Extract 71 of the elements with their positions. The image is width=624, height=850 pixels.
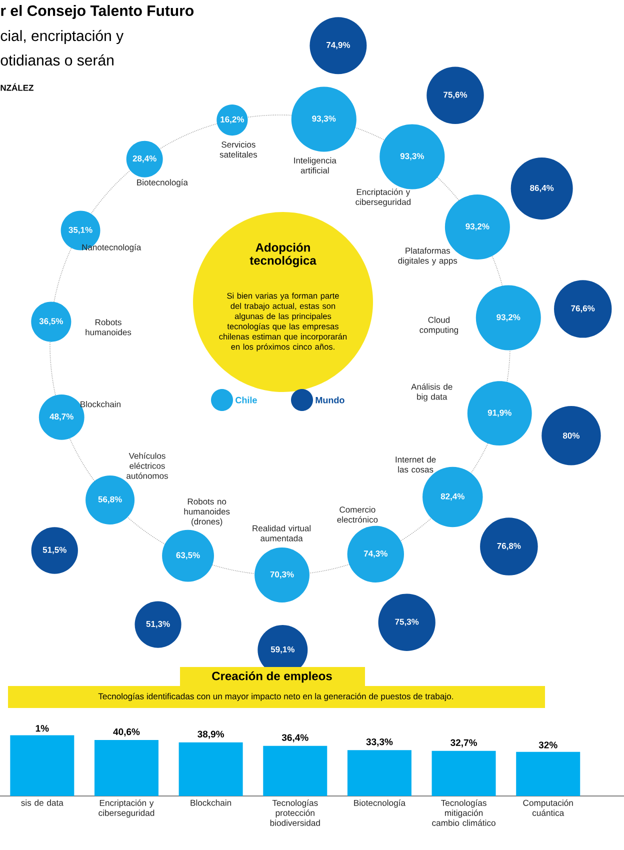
data-label: 28,4% bbox=[132, 155, 156, 163]
data-label: 93,2% bbox=[466, 223, 490, 231]
category-label: Servicios satelitales bbox=[220, 141, 258, 158]
text: otidianas o serán bbox=[0, 54, 114, 66]
data-label: 91,9% bbox=[488, 410, 512, 417]
bar bbox=[263, 746, 328, 796]
bar bbox=[94, 740, 158, 796]
data-label: 86,4% bbox=[530, 184, 554, 192]
bar bbox=[178, 742, 243, 796]
data-label: 59,1% bbox=[270, 646, 294, 654]
data-label: 93,3% bbox=[312, 116, 336, 123]
bar bbox=[347, 750, 412, 796]
text: NZÁLEZ bbox=[0, 83, 34, 91]
data-label: 63,5% bbox=[176, 552, 200, 560]
data-label: 75,3% bbox=[395, 618, 419, 626]
data-label: 48,7% bbox=[50, 414, 74, 421]
x-tick-label: Tecnologías protección biodiversidad bbox=[270, 800, 320, 826]
x-tick-label: Blockchain bbox=[190, 800, 232, 806]
annotation: 1% bbox=[36, 724, 49, 732]
text: cial, encriptación y bbox=[0, 30, 124, 44]
text: Adopción tecnológica bbox=[250, 242, 316, 268]
data-label: 51,3% bbox=[146, 620, 170, 628]
data-label: 51,5% bbox=[42, 546, 66, 554]
data-label: 76,6% bbox=[571, 305, 595, 313]
bar bbox=[10, 735, 74, 796]
bar bbox=[432, 750, 496, 796]
category-label: Vehículos eléctricos autónomos bbox=[126, 452, 168, 479]
category-label: Encriptación y ciberseguridad bbox=[356, 188, 411, 207]
category-label: Cloud computing bbox=[420, 316, 458, 335]
data-label: 40,6% bbox=[113, 728, 140, 737]
text: Chile bbox=[236, 396, 257, 404]
data-label: 16,2% bbox=[220, 116, 244, 124]
data-label: 36,4% bbox=[282, 734, 308, 742]
category-label: Biotecnología bbox=[137, 179, 188, 188]
data-label: 33,3% bbox=[366, 738, 393, 747]
category-label: Internet de las cosas bbox=[396, 456, 436, 473]
x-tick-label: Computación cuántica bbox=[523, 800, 573, 816]
data-label: 32,7% bbox=[450, 739, 478, 748]
data-label: 80% bbox=[562, 432, 580, 439]
data-label: 74,3% bbox=[364, 550, 388, 558]
data-label: 36,5% bbox=[39, 318, 63, 326]
data-label: 38,9% bbox=[198, 730, 224, 739]
chart-subtitle: Tecnologías identificadas con un mayor impacto neto en la generación de puestos de trabajo. bbox=[98, 692, 453, 702]
category-label: Blockchain bbox=[80, 401, 120, 408]
data-label: 93,2% bbox=[496, 314, 520, 322]
chart-title: Creación de empleos bbox=[212, 671, 332, 683]
x-tick-label: sis de data bbox=[21, 800, 64, 806]
text: Mundo bbox=[316, 396, 344, 404]
data-label: 82,4% bbox=[440, 493, 464, 501]
data-label: 56,8% bbox=[98, 496, 122, 504]
data-label: 70,3% bbox=[270, 571, 294, 579]
category-label: Nanotecnología bbox=[82, 244, 142, 252]
category-label: Análisis de big data bbox=[411, 383, 452, 402]
data-label: 35,1% bbox=[68, 226, 92, 234]
x-tick-label: Biotecnología bbox=[354, 800, 406, 808]
x-tick-label: Tecnologías mitigación cambio climático bbox=[432, 800, 496, 826]
category-label: Robots humanoides bbox=[86, 319, 132, 336]
data-label: 93,3% bbox=[400, 153, 424, 160]
category-label: Robots no humanoides (drones) bbox=[184, 498, 230, 526]
data-label: 76,8% bbox=[497, 542, 521, 550]
x-tick-label: Encriptación y ciberseguridad bbox=[98, 800, 154, 818]
text: r el Consejo Talento Futuro bbox=[1, 5, 194, 19]
text: Si bien varias ya forman parte del trabajo actual, estas son algunas de las principales tecnologías que las empresas chilenas estiman que incorporarán en los próximos cinco años. bbox=[219, 292, 347, 352]
data-label: 32% bbox=[538, 742, 558, 748]
category-label: Realidad virtual aumentada bbox=[252, 525, 310, 542]
bar bbox=[516, 752, 580, 796]
category-label: Plataformas digitales y apps bbox=[398, 247, 458, 266]
data-label: 75,6% bbox=[444, 92, 468, 99]
data-label: 74,9% bbox=[326, 42, 350, 50]
category-label: Comercio electrónico bbox=[337, 506, 378, 523]
category-label: Inteligencia artificial bbox=[294, 157, 336, 174]
